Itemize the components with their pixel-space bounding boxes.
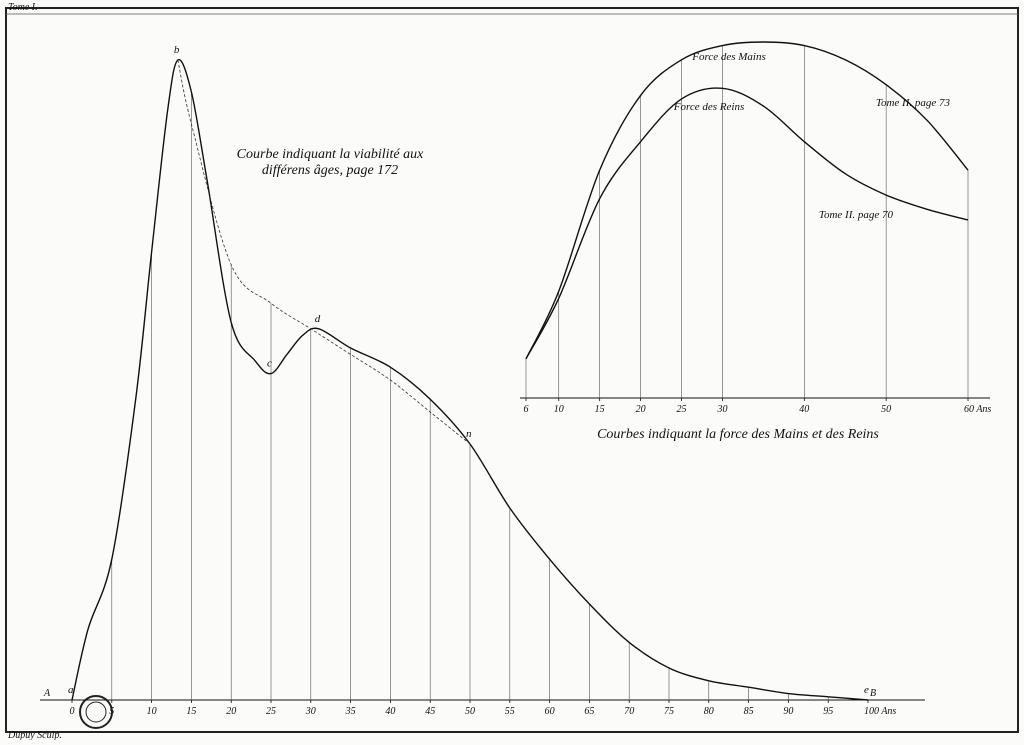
point-label: d xyxy=(315,313,321,325)
x-tick-label: 60 xyxy=(545,706,555,717)
x-tick-label: 30 xyxy=(305,706,316,717)
point-label: n xyxy=(466,428,472,440)
curve xyxy=(525,87,969,360)
x-tick-label: 60 Ans xyxy=(964,404,991,415)
x-tick-label: 20 xyxy=(226,706,236,717)
x-tick-label: 15 xyxy=(595,404,605,415)
x-tick-label: 10 xyxy=(147,706,157,717)
x-tick-label: 80 xyxy=(704,706,714,717)
x-tick-label: 15 xyxy=(186,706,196,717)
x-tick-label: 5 xyxy=(109,706,114,717)
x-tick-label: 95 xyxy=(823,706,833,717)
stamp xyxy=(79,695,113,729)
x-tick-label: 50 xyxy=(465,706,475,717)
x-tick-label: 0 xyxy=(70,706,75,717)
x-tick-label: 45 xyxy=(425,706,435,717)
chart-title: Courbe indiquant la viabilité aux xyxy=(237,147,424,162)
tome-label: Tome I. xyxy=(8,2,38,13)
chart-0: 0 5 10 15 20 25 30 35 40 45 50 55 60 65 70 75 80 85 90 95 10… xyxy=(40,44,925,717)
x-tick-label: 20 xyxy=(636,404,646,415)
x-tick-label: 40 xyxy=(799,404,809,415)
chart-title: différens âges, page 172 xyxy=(262,163,398,178)
engraver-label: Dupuy Sculp. xyxy=(7,730,62,740)
x-tick-label: 75 xyxy=(664,706,674,717)
chart-title: Courbes indiquant la force des Mains et … xyxy=(597,427,879,442)
curve xyxy=(71,58,869,701)
x-tick-label: 30 xyxy=(716,404,727,415)
axis-end-label: B xyxy=(870,688,876,699)
series-label: Force des Reins xyxy=(673,101,744,113)
x-tick-label: 100 Ans xyxy=(864,706,896,717)
source-label: Tome II. page 73 xyxy=(876,97,951,109)
x-tick-label: 65 xyxy=(584,706,594,717)
x-tick-label: 25 xyxy=(266,706,276,717)
x-tick-label: 55 xyxy=(505,706,515,717)
plate-border xyxy=(5,7,1019,733)
x-tick-label: 90 xyxy=(783,706,793,717)
x-tick-label: 85 xyxy=(744,706,754,717)
point-label: b xyxy=(174,44,180,56)
chart-1: 6 10 15 20 25 30 40 50 60 Ans Force des Mains Tome… xyxy=(520,41,991,442)
axis-end-label: A xyxy=(43,688,51,699)
point-label: a xyxy=(68,684,74,696)
x-tick-label: 50 xyxy=(881,404,891,415)
x-tick-label: 70 xyxy=(624,706,634,717)
x-tick-label: 40 xyxy=(385,706,395,717)
curve xyxy=(525,41,969,360)
x-tick-label: 35 xyxy=(345,706,356,717)
series-label: Force des Mains xyxy=(691,51,766,63)
source-label: Tome II. page 70 xyxy=(819,209,894,221)
x-tick-label: 10 xyxy=(554,404,564,415)
point-label: e xyxy=(864,684,869,696)
x-tick-label: 25 xyxy=(677,404,687,415)
point-label: c xyxy=(267,358,272,370)
curve xyxy=(177,59,471,445)
x-tick-label: 6 xyxy=(524,404,529,415)
